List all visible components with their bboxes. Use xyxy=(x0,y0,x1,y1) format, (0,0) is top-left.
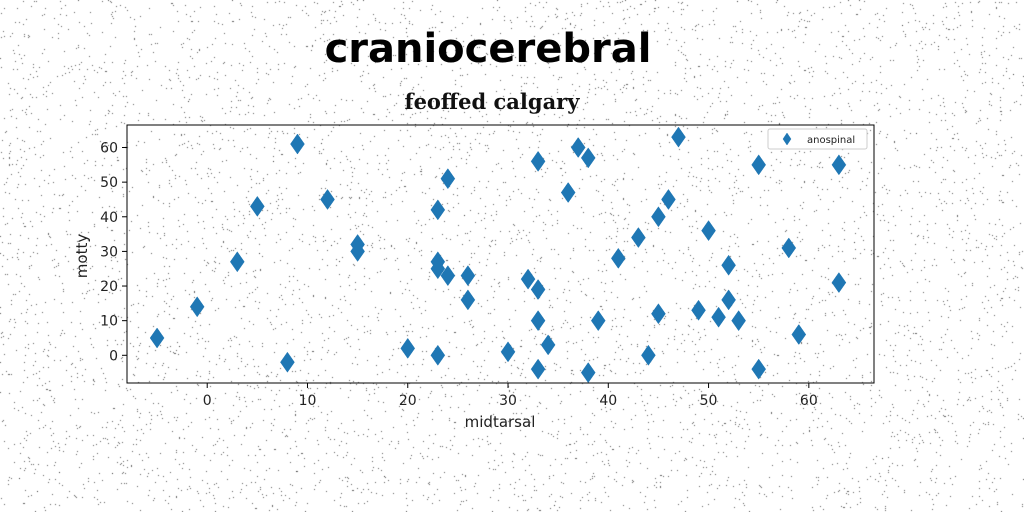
data-point xyxy=(530,358,546,380)
x-axis-ticks: 0 10 20 30 40 50 60 xyxy=(203,383,818,409)
data-point xyxy=(651,206,666,228)
page-title: craniocerebral xyxy=(324,26,652,72)
data-point xyxy=(631,227,646,248)
y-tick-label: 30 xyxy=(100,244,118,260)
data-point xyxy=(580,362,596,384)
legend-box xyxy=(767,128,868,150)
data-point xyxy=(530,150,546,172)
x-tick-label: 20 xyxy=(399,393,417,409)
x-tick-label: 60 xyxy=(800,393,818,409)
data-point xyxy=(580,147,596,169)
data-point xyxy=(701,220,716,242)
data-point xyxy=(149,327,165,349)
x-tick-label: 0 xyxy=(203,393,212,409)
plot-area-frame xyxy=(126,124,875,384)
data-point xyxy=(430,258,446,280)
data-point xyxy=(570,137,586,158)
data-point xyxy=(691,299,706,321)
data-point xyxy=(661,189,676,210)
data-point xyxy=(460,265,476,287)
data-point xyxy=(731,310,746,332)
data-point xyxy=(440,265,456,287)
data-point xyxy=(781,237,797,259)
data-point xyxy=(280,351,295,373)
data-point xyxy=(590,310,606,332)
data-point xyxy=(440,168,456,190)
data-point xyxy=(611,247,626,269)
y-tick-label: 10 xyxy=(100,314,118,330)
x-tick-label: 40 xyxy=(599,393,617,409)
y-tick-label: 0 xyxy=(109,348,118,364)
x-tick-label: 30 xyxy=(499,393,517,409)
x-tick-label: 50 xyxy=(700,393,718,409)
x-tick-label: 10 xyxy=(299,393,317,409)
data-point xyxy=(189,296,205,318)
data-point xyxy=(320,189,335,210)
y-tick-label: 60 xyxy=(100,141,118,157)
legend-entry-anospinal: anospinal xyxy=(807,135,855,146)
data-point xyxy=(400,337,416,359)
data-point xyxy=(460,289,476,311)
y-axis-ticks: 0 10 20 30 40 50 60 xyxy=(100,141,127,364)
data-point xyxy=(721,254,736,276)
data-point xyxy=(721,289,736,311)
chart-subtitle: feoffed calgary xyxy=(404,89,580,114)
data-point xyxy=(290,133,305,155)
data-point xyxy=(430,199,446,221)
data-point xyxy=(711,306,726,328)
data-point xyxy=(520,268,536,290)
data-point xyxy=(671,126,686,148)
chart-marks xyxy=(149,126,847,384)
legend: anospinal xyxy=(767,128,868,150)
data-point xyxy=(530,279,546,300)
data-point xyxy=(751,154,766,176)
y-tick-label: 40 xyxy=(100,210,118,226)
data-point xyxy=(430,344,446,366)
data-point xyxy=(751,358,766,380)
data-point xyxy=(350,240,365,262)
x-axis-label: midtarsal xyxy=(465,413,536,431)
y-tick-label: 50 xyxy=(100,175,118,191)
data-point xyxy=(831,272,847,294)
data-point xyxy=(250,195,265,217)
y-tick-label: 20 xyxy=(100,279,118,295)
legend-marker-icon xyxy=(782,132,792,146)
y-axis-label: motty xyxy=(73,234,91,279)
data-point xyxy=(791,324,807,345)
data-point xyxy=(651,303,666,325)
data-point xyxy=(530,310,546,332)
data-point xyxy=(229,251,245,273)
data-point xyxy=(641,344,656,366)
data-point xyxy=(500,341,516,363)
data-point xyxy=(560,182,576,203)
data-point xyxy=(831,154,847,176)
data-point xyxy=(540,334,556,356)
